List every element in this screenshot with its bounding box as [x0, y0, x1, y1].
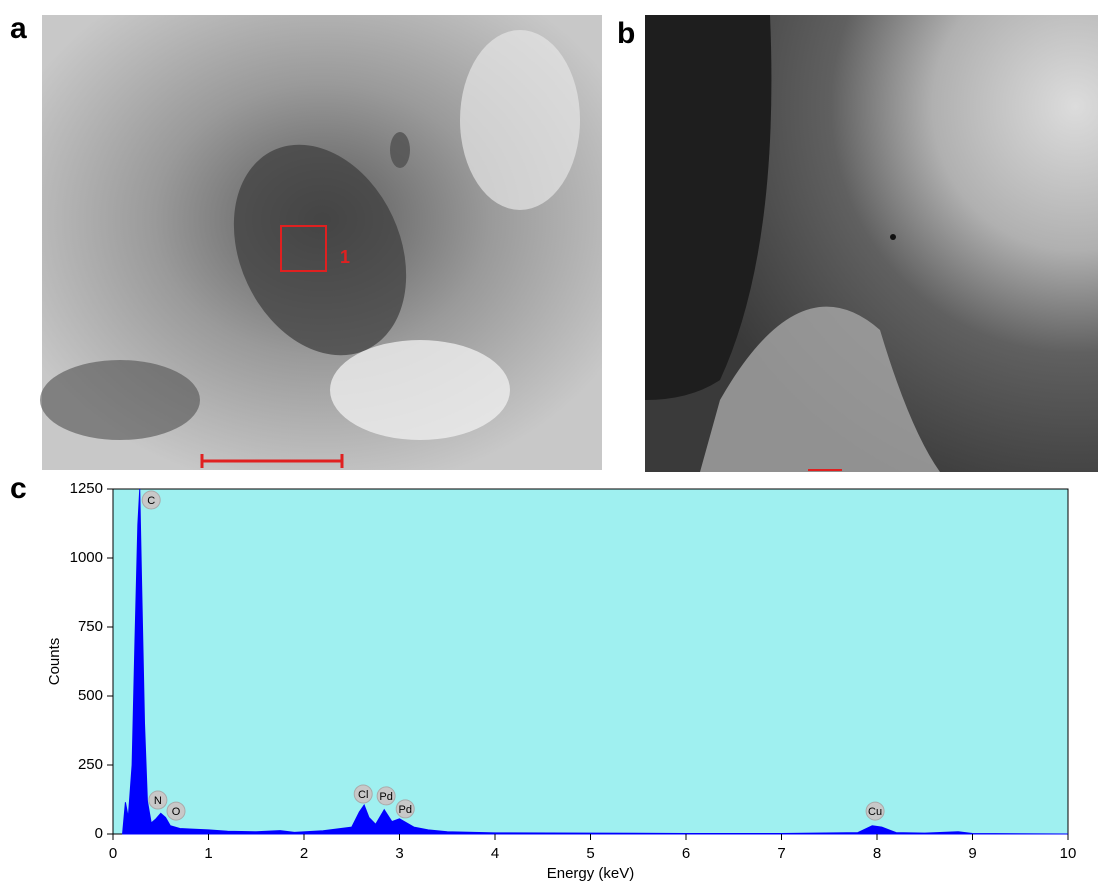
peak-label: Cu — [868, 806, 882, 818]
spectrum-area — [122, 488, 1069, 835]
peak-marker — [141, 490, 161, 510]
y-tick-label: 1250 — [70, 480, 103, 497]
panel-label: b — [617, 17, 635, 50]
x-tick-label: 9 — [968, 845, 976, 862]
x-tick-label: 10 — [1060, 845, 1077, 862]
y-tick-label: 250 — [78, 756, 103, 773]
x-tick-label: 0 — [109, 845, 117, 862]
x-tick-label: 8 — [873, 845, 881, 862]
panel-label: a — [10, 12, 27, 45]
peak-marker — [376, 786, 396, 806]
peak-label: Pd — [379, 791, 392, 803]
peak-marker — [865, 801, 885, 821]
peak-marker — [148, 790, 168, 810]
y-axis-label: Counts — [46, 638, 63, 686]
x-tick-label: 5 — [586, 845, 594, 862]
peak-marker — [353, 784, 373, 804]
peak-label: Cl — [358, 789, 368, 801]
y-tick-label: 750 — [78, 618, 103, 635]
y-tick-label: 500 — [78, 687, 103, 704]
x-axis-label: Energy (keV) — [547, 865, 635, 882]
peak-label: Pd — [398, 804, 411, 816]
x-tick-label: 6 — [682, 845, 690, 862]
image-a — [40, 15, 602, 470]
chart: 0 1 2 3 4 5 6 7 8 9 10 0 250 500 750 1000 1250 Energy (ke… — [46, 480, 1076, 882]
x-tick-label: 1 — [204, 845, 212, 862]
x-tick-label: 2 — [300, 845, 308, 862]
image-b — [645, 15, 1098, 472]
y-tick-label: 1000 — [70, 549, 103, 566]
region-label: 1 — [340, 247, 350, 267]
x-tick-label: 3 — [395, 845, 403, 862]
y-tick-label: 0 — [95, 825, 103, 842]
peak-label: C — [147, 495, 155, 507]
x-tick-label: 4 — [491, 845, 499, 862]
peak-marker — [166, 801, 186, 821]
peak-marker — [395, 799, 415, 819]
x-tick-label: 7 — [777, 845, 785, 862]
peak-label: O — [172, 806, 181, 818]
plot-area — [112, 488, 1069, 835]
peak-label: N — [154, 795, 162, 807]
panel-label: c — [10, 472, 27, 505]
